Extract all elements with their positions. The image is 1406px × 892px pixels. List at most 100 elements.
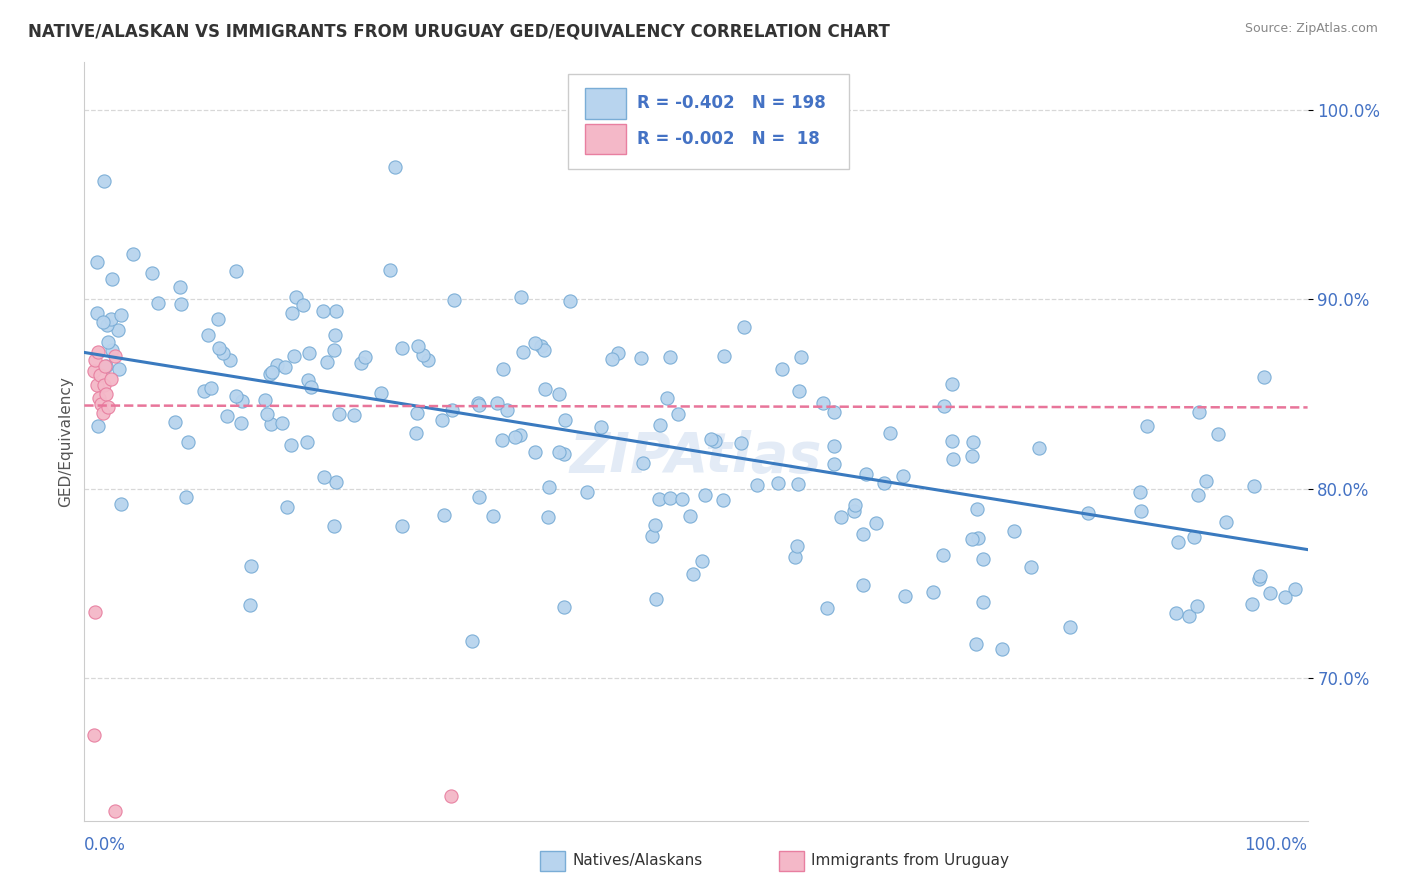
Point — [231, 394, 253, 409]
Point — [353, 351, 375, 365]
Point — [1274, 591, 1296, 605]
Text: Immigrants from Uruguay: Immigrants from Uruguay — [811, 854, 1010, 868]
Point — [962, 449, 984, 463]
Point — [174, 490, 197, 504]
Point — [440, 789, 463, 803]
Point — [391, 519, 413, 533]
Point — [1249, 569, 1271, 583]
Point — [575, 485, 598, 500]
Point — [467, 396, 489, 410]
Point — [443, 293, 465, 308]
Point — [433, 508, 456, 522]
Point — [482, 509, 505, 524]
Point — [86, 255, 108, 269]
Point — [91, 406, 114, 420]
Point — [512, 345, 534, 359]
Text: ZIPAtlas: ZIPAtlas — [569, 430, 823, 483]
Point — [266, 359, 288, 373]
Point — [768, 475, 790, 490]
Point — [554, 413, 576, 427]
Point — [942, 452, 965, 467]
Point — [1206, 426, 1229, 441]
Point — [1247, 572, 1270, 586]
Point — [87, 391, 110, 405]
Point — [787, 384, 810, 399]
Point — [855, 467, 877, 481]
Point — [648, 492, 671, 507]
Text: 0.0%: 0.0% — [84, 836, 127, 854]
Point — [659, 350, 682, 364]
Point — [533, 343, 555, 357]
Point — [468, 490, 491, 504]
Point — [87, 345, 110, 359]
Point — [679, 509, 702, 524]
Point — [418, 353, 440, 368]
Point — [733, 320, 755, 334]
Point — [538, 479, 561, 493]
Point — [789, 350, 811, 364]
Point — [1164, 606, 1187, 620]
Point — [547, 387, 569, 401]
Point — [176, 434, 198, 449]
Y-axis label: GED/Equivalency: GED/Equivalency — [58, 376, 73, 507]
Point — [256, 407, 278, 421]
Point — [1059, 620, 1081, 634]
Point — [1129, 504, 1152, 518]
Point — [219, 352, 242, 367]
Point — [281, 306, 304, 320]
Point — [711, 492, 734, 507]
Point — [260, 365, 283, 379]
Point — [93, 174, 115, 188]
Point — [844, 498, 866, 512]
Point — [967, 531, 990, 545]
Point — [644, 518, 666, 533]
Point — [524, 444, 547, 458]
Point — [786, 539, 808, 553]
Point — [312, 304, 335, 318]
Point — [941, 434, 963, 448]
Point — [658, 491, 681, 505]
Point — [852, 578, 875, 592]
Point — [100, 372, 122, 386]
Point — [292, 298, 315, 312]
Point — [690, 554, 713, 568]
Point — [86, 377, 108, 392]
Point — [93, 377, 115, 392]
Point — [283, 349, 305, 363]
Point — [1177, 609, 1199, 624]
Point — [633, 456, 655, 470]
Point — [350, 355, 373, 369]
Point — [1182, 530, 1205, 544]
Point — [553, 447, 575, 461]
Point — [271, 416, 294, 430]
Point — [486, 396, 509, 410]
Point — [86, 306, 108, 320]
Point — [231, 416, 253, 430]
Point — [530, 339, 553, 353]
Text: Source: ZipAtlas.com: Source: ZipAtlas.com — [1244, 22, 1378, 36]
Point — [671, 492, 693, 507]
Point — [217, 409, 239, 424]
Point — [260, 417, 283, 431]
Point — [830, 510, 852, 524]
Point — [104, 349, 127, 363]
Point — [110, 308, 132, 322]
Point — [891, 469, 914, 483]
Point — [146, 296, 169, 310]
Point — [83, 364, 105, 378]
Point — [1136, 418, 1159, 433]
Point — [315, 355, 337, 369]
Point — [107, 323, 129, 337]
Point — [693, 488, 716, 502]
Point — [641, 529, 664, 543]
Point — [607, 345, 630, 359]
Point — [972, 595, 994, 609]
Point — [645, 592, 668, 607]
Point — [285, 290, 308, 304]
Point — [323, 327, 346, 342]
Point — [548, 445, 571, 459]
Point — [96, 318, 118, 332]
Point — [200, 381, 222, 395]
Point — [170, 297, 193, 311]
Point — [193, 384, 215, 399]
